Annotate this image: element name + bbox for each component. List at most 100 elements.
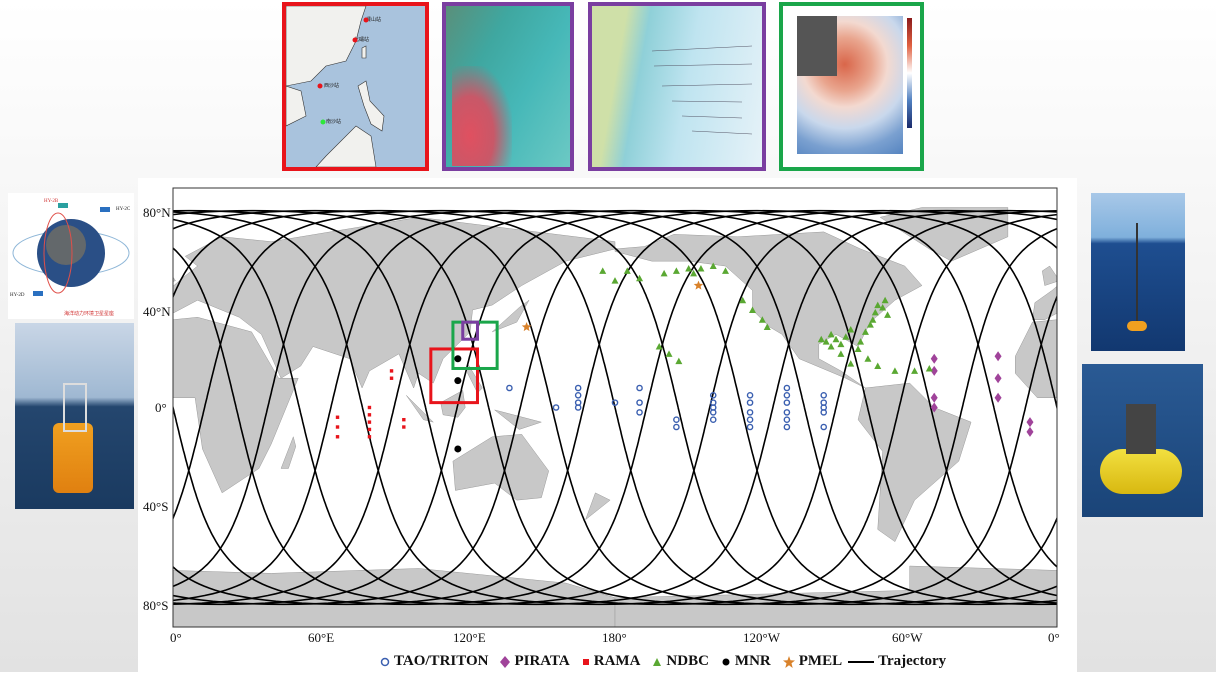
tao-triton-station-marker (820, 392, 828, 399)
x-tick: 0° (1048, 630, 1060, 645)
tao-triton-station-marker (574, 384, 582, 392)
tao-triton-station-marker (783, 399, 791, 406)
triangle-marker-icon (653, 657, 662, 666)
ndbc-station-marker (623, 267, 631, 274)
tao-triton-station-marker (636, 384, 643, 392)
y-tick: 80°S (143, 598, 169, 613)
station-label: 嵊山站 (366, 18, 382, 23)
land-polygon (452, 434, 549, 501)
trajectory-line (361, 210, 1057, 606)
trajectory-line (173, 209, 743, 588)
ndbc-station-marker (857, 338, 865, 345)
tao-triton-station-marker (783, 416, 791, 423)
trajectory-line (173, 209, 427, 408)
ndbc-station-marker (685, 264, 693, 272)
trajectory-line (173, 209, 1057, 606)
buoy-tower (1126, 404, 1156, 454)
legend-item-mnr: MNR (721, 653, 771, 670)
legend-label: MNR (734, 653, 771, 669)
ndbc-station-marker (842, 333, 850, 340)
pirata-station-marker (994, 392, 1002, 403)
dot-marker-icon (722, 658, 730, 665)
pirata-station-marker (930, 353, 938, 364)
trajectory-line (803, 407, 1057, 606)
ndbc-station-marker (827, 343, 835, 350)
tao-triton-station-marker (709, 409, 717, 416)
ndbc-station-marker (866, 321, 874, 328)
map-frame (172, 187, 1058, 628)
x-tick: 180° (602, 630, 627, 645)
satellite-label: HY-2C (116, 207, 131, 212)
land-polygon (879, 207, 1009, 262)
trajectory-line (173, 218, 301, 408)
star-marker-icon (782, 655, 795, 668)
tao-triton-station-marker (746, 416, 754, 423)
ndbc-station-marker (611, 277, 619, 284)
mnr-station-marker (454, 355, 462, 363)
ndbc-station-marker (884, 311, 892, 318)
x-tick: 120°W (743, 630, 780, 645)
pirata-station-marker (930, 392, 938, 403)
legend-label: RAMA (593, 653, 641, 669)
tao-triton-station-marker (746, 399, 754, 406)
satellite-label: HY-2D (10, 293, 25, 298)
satellite-label: HY-2B (44, 199, 59, 204)
rama-station-marker (367, 413, 372, 417)
inset-bathymetry (442, 2, 574, 171)
trajectory-line (173, 209, 806, 602)
land-mask (797, 16, 837, 76)
station-label: 南沙站 (326, 120, 342, 125)
rama-station-marker (367, 435, 372, 439)
station-label: 西沙站 (324, 84, 340, 89)
pirata-station-marker (1026, 417, 1034, 428)
x-tick: 0° (170, 630, 182, 645)
trajectory-line (424, 213, 1057, 606)
ndbc-station-marker (822, 338, 830, 345)
trajectory-line (551, 294, 1057, 606)
rama-station-marker (389, 369, 394, 373)
trajectory-line (173, 209, 679, 521)
legend-item-ndbc: NDBC (652, 653, 709, 670)
legend-label: Trajectory (878, 653, 947, 669)
ndbc-station-marker (722, 267, 729, 274)
x-tick: 60°E (308, 630, 335, 645)
tao-triton-station-marker (636, 409, 643, 416)
land-polygon (584, 492, 611, 521)
ndbc-station-marker (817, 335, 825, 343)
tao-triton-station-marker (746, 392, 754, 399)
ndbc-station-marker (690, 269, 698, 277)
buoy-photo-left (15, 323, 134, 509)
pirata-station-marker (930, 402, 938, 413)
trajectory-line (298, 209, 1057, 606)
ndbc-station-marker (672, 267, 680, 274)
pirata-station-marker (994, 351, 1002, 362)
diamond-marker-icon (500, 655, 511, 668)
stations (335, 262, 1034, 453)
rama-station-marker (367, 420, 372, 424)
ndbc-station-marker (827, 330, 835, 338)
land-polygon (857, 382, 972, 543)
rama-station-marker (335, 415, 340, 419)
ndbc-station-marker (832, 335, 840, 343)
land-polygon (492, 299, 530, 333)
ndbc-station-marker (660, 269, 668, 277)
ndbc-station-marker (749, 306, 757, 313)
ndbc-station-marker (925, 364, 933, 372)
ndbc-station-marker (599, 267, 607, 274)
ndbc-station-marker (874, 301, 882, 309)
trajectory-line (173, 209, 932, 606)
tao-triton-station-marker (673, 423, 680, 431)
inset-anomaly (779, 2, 924, 171)
ndbc-station-marker (675, 357, 683, 365)
trajectory-line (866, 407, 1057, 604)
main-map-panel (138, 178, 1077, 672)
square-marker-icon (582, 658, 589, 665)
rama-station-marker (335, 435, 340, 439)
pirata-station-marker (1026, 426, 1034, 437)
y-tick: 40°N (143, 304, 171, 319)
region-box (461, 320, 479, 341)
tao-triton-station-marker (783, 423, 791, 431)
tao-triton-station-marker (783, 384, 791, 392)
trajectory-line (929, 407, 1057, 597)
trajectory-line (1056, 407, 1057, 411)
